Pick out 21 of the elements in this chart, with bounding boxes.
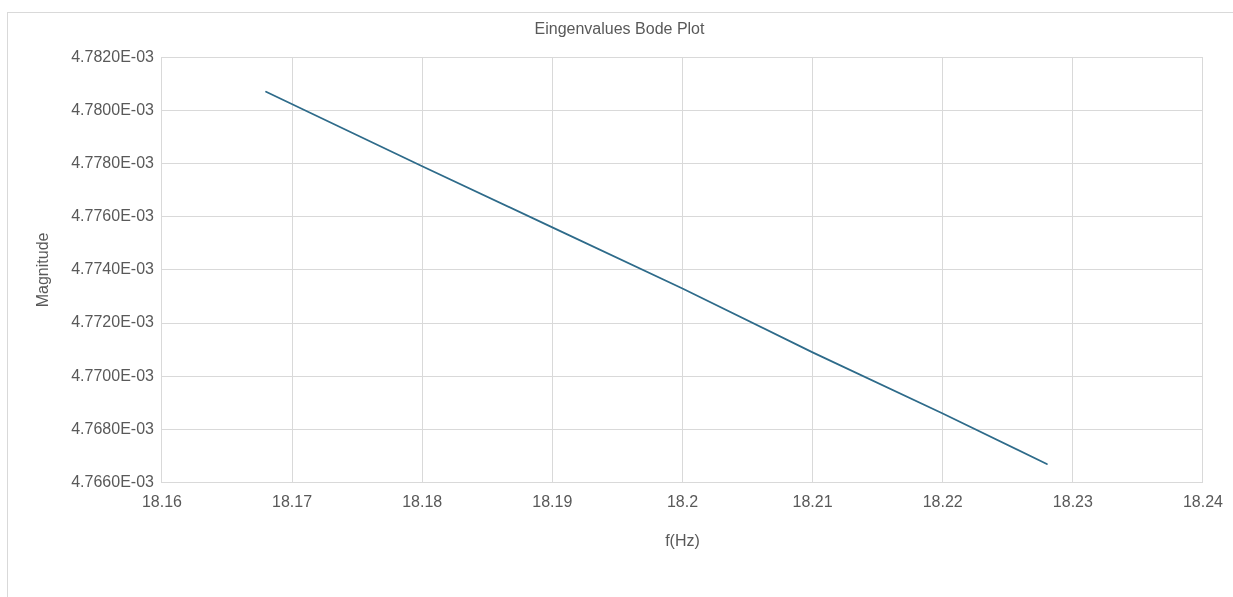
x-tick-label: 18.18 <box>402 492 443 510</box>
y-tick-label: 4.7660E-03 <box>71 473 155 491</box>
y-tick-label: 4.7800E-03 <box>71 100 155 118</box>
x-axis-title: f(Hz) <box>665 531 700 549</box>
x-tick-label: 18.22 <box>922 492 963 510</box>
y-tick-label: 4.7780E-03 <box>71 153 155 171</box>
chart-title: Eingenvalues Bode Plot <box>534 20 705 38</box>
y-tick-label: 4.7700E-03 <box>71 366 155 384</box>
x-tick-label: 18.2 <box>666 492 699 510</box>
y-tick-label: 4.7680E-03 <box>71 419 155 437</box>
y-tick-label: 4.7740E-03 <box>71 260 155 278</box>
x-tick-label: 18.21 <box>792 492 833 510</box>
x-tick-label: 18.24 <box>1182 492 1224 510</box>
y-tick-label: 4.7760E-03 <box>71 207 155 225</box>
y-tick-label: 4.7820E-03 <box>71 47 155 65</box>
x-tick-label: 18.23 <box>1052 492 1093 510</box>
y-axis-title: Magnitude <box>34 232 52 308</box>
x-tick-label: 18.19 <box>532 492 573 510</box>
x-tick-label: 18.16 <box>141 492 183 510</box>
x-tick-label: 18.17 <box>272 492 313 510</box>
y-tick-label: 4.7720E-03 <box>71 313 155 331</box>
